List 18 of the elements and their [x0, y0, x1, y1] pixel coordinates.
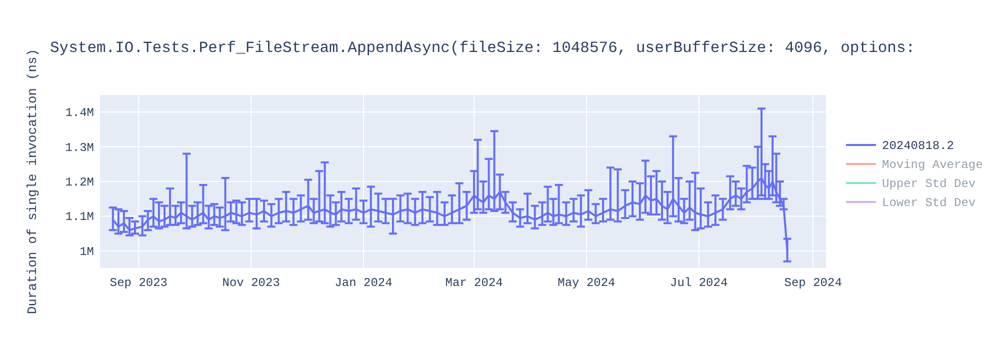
- y-tick-label: 1.1M: [65, 210, 94, 224]
- legend-label: 20240818.2: [882, 139, 954, 153]
- legend-label: Upper Std Dev: [882, 177, 976, 191]
- x-tick-label: Nov 2023: [222, 276, 280, 290]
- y-axis-title: Duration of single invocation (ns): [25, 48, 40, 314]
- x-tick-label: Mar 2024: [445, 276, 503, 290]
- legend-label: Moving Average: [882, 158, 983, 172]
- y-tick-label: 1.4M: [65, 106, 94, 120]
- x-tick-label: Jan 2024: [334, 276, 392, 290]
- x-tick-label: Sep 2023: [110, 276, 168, 290]
- x-tick-label: Jul 2024: [670, 276, 728, 290]
- y-tick-label: 1.2M: [65, 176, 94, 190]
- y-tick-label: 1.3M: [65, 140, 94, 155]
- chart-title: System.IO.Tests.Perf_FileStream.AppendAsync(fileSize: 1048576, userBufferSize: 4096, options:: [50, 39, 916, 57]
- x-tick-label: Sep 2024: [784, 276, 842, 290]
- legend-label: Lower Std Dev: [882, 196, 976, 210]
- y-tick-label: 1M: [80, 244, 94, 259]
- x-tick-label: May 2024: [558, 276, 616, 290]
